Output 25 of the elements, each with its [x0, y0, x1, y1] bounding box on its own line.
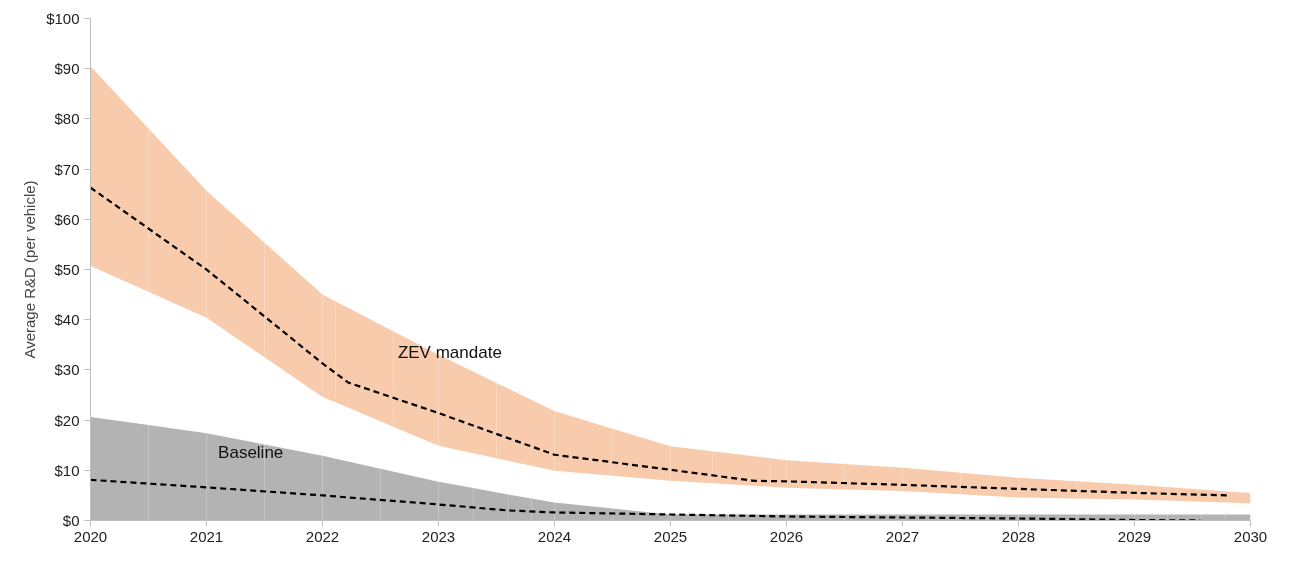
y-tick-label: $40: [54, 311, 80, 329]
x-tick-label: 2025: [653, 527, 688, 545]
y-tick-label: $100: [46, 10, 80, 27]
x-tick-label: 2021: [189, 527, 224, 545]
y-tick-label: $50: [54, 261, 80, 278]
y-tick-label: $10: [54, 461, 80, 479]
x-tick-label: 2020: [73, 527, 108, 545]
y-tick-label: $80: [54, 110, 80, 128]
x-tick-label: 2022: [305, 527, 340, 545]
y-tick-label: $30: [54, 361, 80, 379]
y-tick-label: $70: [54, 160, 80, 178]
y-tick-label: $60: [54, 210, 80, 228]
x-tick-label: 2023: [421, 527, 456, 545]
x-tick-label: 2029: [1117, 527, 1152, 545]
text: ZEV mandate: [397, 342, 502, 362]
x-tick-label: 2028: [1001, 527, 1036, 545]
y-tick-label: $90: [54, 60, 80, 78]
x-tick-label: 2030: [1233, 527, 1268, 545]
y-tick-label: $0: [62, 512, 80, 529]
y-axis-title: Average R&D (per vehicle): [21, 180, 39, 359]
x-tick-label: 2027: [885, 527, 920, 545]
x-tick-label: 2026: [769, 527, 804, 545]
y-tick-label: $20: [54, 411, 80, 429]
series-label: Baseline: [218, 442, 284, 462]
x-tick-label: 2024: [537, 527, 572, 545]
